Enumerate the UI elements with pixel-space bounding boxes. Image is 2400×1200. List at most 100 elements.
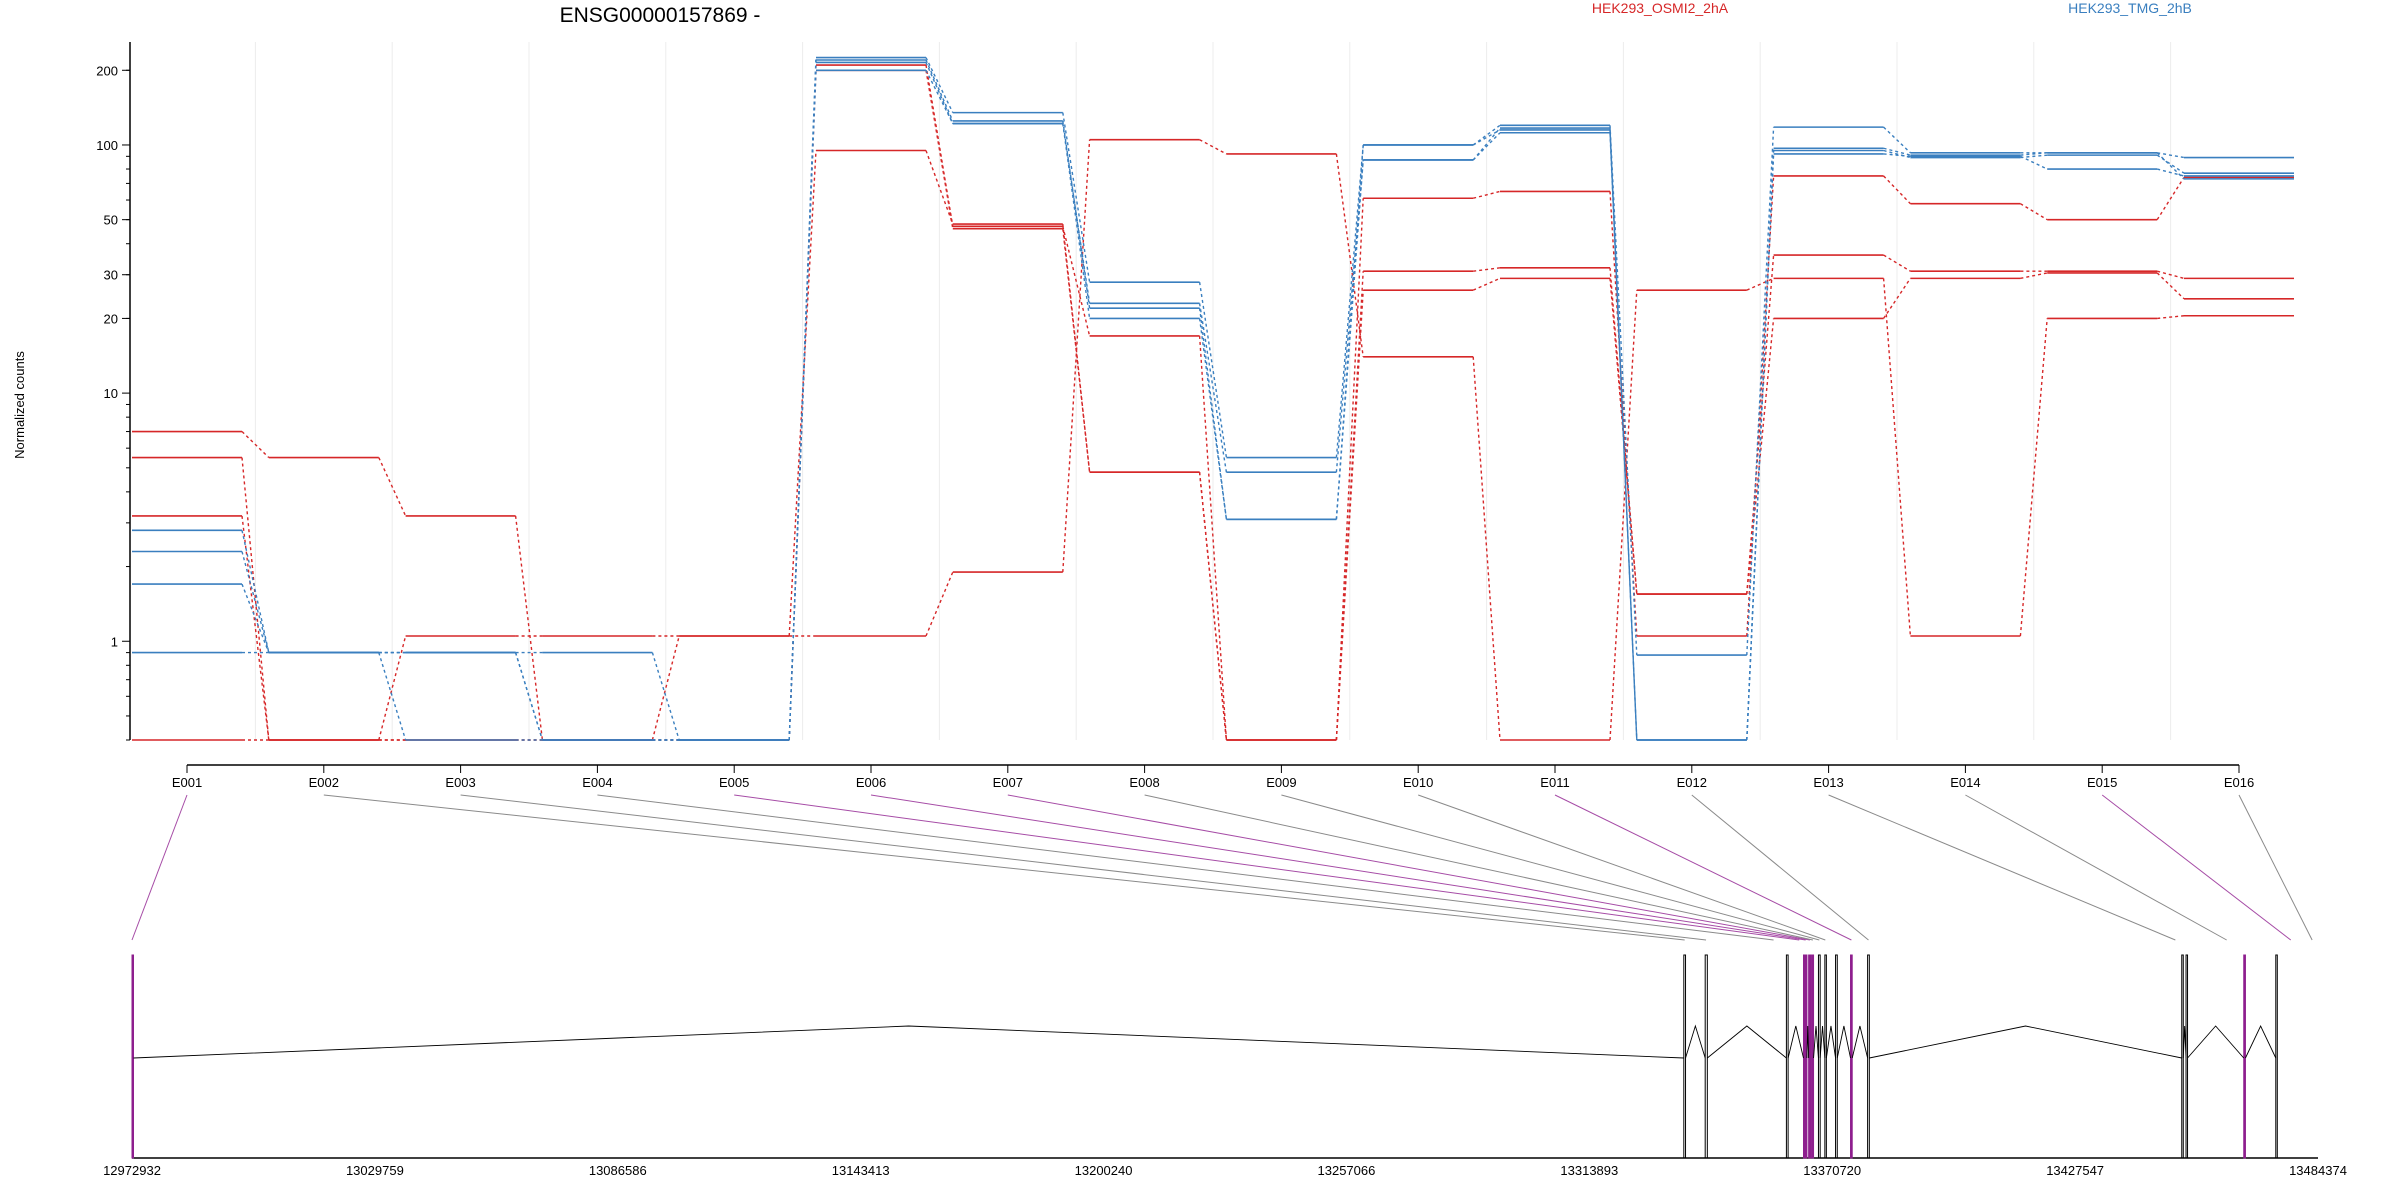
series-connector xyxy=(2156,272,2185,300)
x-tick-label: E011 xyxy=(1540,775,1569,790)
exon-connector xyxy=(460,794,1707,941)
series-connector xyxy=(1062,228,1091,473)
x-tick-label: E002 xyxy=(309,775,339,790)
exon-connector xyxy=(597,794,1774,941)
coordinate-tick-label: 13086586 xyxy=(589,1163,647,1178)
exon-connector xyxy=(131,794,188,941)
series-connector xyxy=(1473,190,1501,199)
series-lines xyxy=(132,56,2294,741)
intron-line xyxy=(133,1025,1684,1059)
series-connector xyxy=(1746,277,1774,291)
series-connector xyxy=(1883,175,1911,205)
gene-model: 12972932 13029759 13086586 13143413 13200240… xyxy=(103,954,2347,1178)
series-connector xyxy=(1609,128,1638,741)
intron-line xyxy=(1851,1025,1869,1059)
intron-line xyxy=(2245,1024,2277,1059)
exon-connector xyxy=(2238,794,2313,941)
x-tick-label: E001 xyxy=(172,775,202,790)
x-tick-label: E005 xyxy=(719,775,749,790)
exon-box xyxy=(1683,954,1687,1159)
series-connector xyxy=(2157,270,2185,280)
series-connector xyxy=(1062,112,1091,283)
series-connector xyxy=(1472,356,1501,741)
series-connector xyxy=(2156,154,2185,174)
series-connector xyxy=(241,431,270,459)
y-tick-label: 100 xyxy=(96,138,118,153)
y-tick-label: 10 xyxy=(104,386,118,401)
series-connector xyxy=(1062,123,1091,319)
x-tick-label: E013 xyxy=(1813,775,1843,790)
y-tick-label: 30 xyxy=(104,268,118,283)
series-connector xyxy=(514,515,544,741)
series-connector xyxy=(1883,254,1911,272)
x-tick-label: E006 xyxy=(856,775,886,790)
chart-title: ENSG00000157869 - xyxy=(560,4,761,27)
coordinate-tick-label: 13484374 xyxy=(2289,1163,2347,1178)
exon-box xyxy=(1835,954,1838,1159)
series-connector xyxy=(1883,149,1911,159)
y-tick-label: 50 xyxy=(104,213,118,228)
exon-connector xyxy=(323,794,1685,941)
intron-line xyxy=(1806,1025,1810,1059)
series-connector xyxy=(1198,472,1228,741)
series-connector xyxy=(1609,125,1638,656)
series-connector xyxy=(1198,303,1228,473)
coordinate-tick-label: 13257066 xyxy=(1318,1163,1376,1178)
x-tick-label: E010 xyxy=(1403,775,1433,790)
exon-box xyxy=(1867,954,1870,1159)
series-connector xyxy=(2157,152,2185,159)
series-connector xyxy=(378,457,407,517)
exon-connector xyxy=(1965,794,2227,941)
series-connector xyxy=(2020,272,2048,280)
exon-box xyxy=(1704,954,1708,1159)
series-connector xyxy=(1062,120,1091,309)
intron-line xyxy=(1707,1025,1787,1059)
intron-line xyxy=(1825,1025,1837,1059)
series-connector xyxy=(1746,255,1775,595)
series-connector xyxy=(241,515,270,741)
exon-box xyxy=(131,954,134,1159)
coordinate-tick-label: 13370720 xyxy=(1803,1163,1861,1178)
series-connector xyxy=(1335,159,1364,473)
series-connector xyxy=(1883,147,1911,156)
coordinate-tick-label: 12972932 xyxy=(103,1163,161,1178)
exon-connector xyxy=(1691,794,1869,941)
coordinate-tick-label: 13200240 xyxy=(1075,1163,1133,1178)
series-connector xyxy=(925,150,954,225)
exon-connector xyxy=(1554,794,1852,941)
series-connector xyxy=(1335,144,1364,520)
intron-line xyxy=(1836,1025,1851,1059)
exon-connector xyxy=(2101,794,2292,941)
series-connector xyxy=(241,457,270,741)
series-connector xyxy=(1335,198,1364,741)
series-connector xyxy=(1883,277,1911,319)
y-axis-label: Normalized counts xyxy=(12,351,27,459)
series-connector xyxy=(1198,335,1228,741)
series-connector xyxy=(2020,155,2048,170)
x-tick-label: E003 xyxy=(445,775,475,790)
series-connector xyxy=(2157,168,2185,177)
intron-line xyxy=(2182,1025,2187,1059)
series-connector xyxy=(2020,152,2048,156)
x-tick-label: E014 xyxy=(1950,775,1980,790)
exon-connector xyxy=(1828,794,2176,941)
x-tick-label: E015 xyxy=(2087,775,2117,790)
series-connector xyxy=(1335,153,1364,357)
x-axis: E001 E002 E003 E004 E005 E006 E007 E008 E009 E010… xyxy=(172,764,2254,790)
series-connector xyxy=(2156,152,2185,180)
series-connector xyxy=(241,530,270,653)
y-axis: 200 100 50 30 20 10 1 xyxy=(96,42,131,741)
series-connector xyxy=(1746,127,1775,656)
series-connector xyxy=(925,59,954,122)
exon-connector xyxy=(1281,794,1820,941)
x-tick-label: E012 xyxy=(1677,775,1707,790)
coordinate-tick-label: 13143413 xyxy=(832,1163,890,1178)
coordinate-tick-label: 13029759 xyxy=(346,1163,404,1178)
series-connector xyxy=(1472,127,1501,161)
exon-connector xyxy=(734,794,1800,941)
intron-line xyxy=(1787,1025,1804,1059)
series-connector xyxy=(1883,126,1911,154)
intron-line xyxy=(1869,1025,2182,1059)
x-tick-label: E016 xyxy=(2224,775,2254,790)
